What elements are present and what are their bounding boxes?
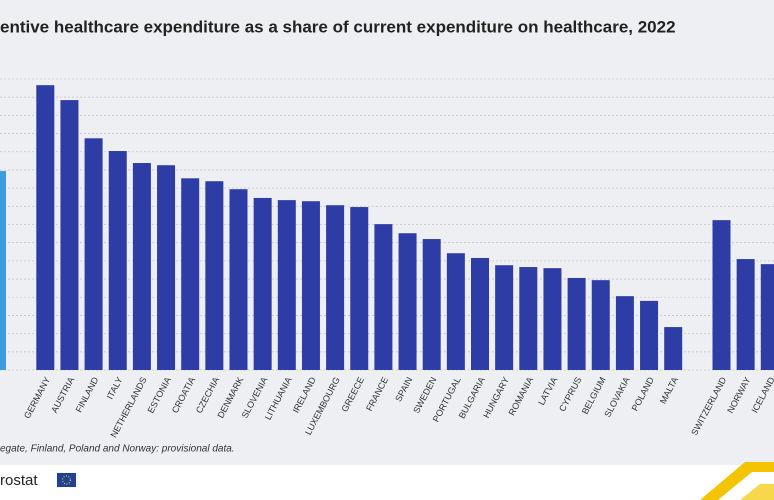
bar	[157, 165, 176, 370]
bar	[615, 296, 634, 370]
bar	[0, 171, 6, 370]
footnote: egate, Finland, Poland and Norway: provi…	[0, 444, 235, 455]
chart-title: entive healthcare expenditure as a share…	[0, 17, 676, 36]
bar	[60, 100, 79, 370]
bar	[422, 239, 441, 370]
bar	[471, 257, 489, 370]
bar	[301, 201, 320, 370]
bar	[326, 205, 345, 370]
bar	[519, 267, 538, 370]
bar	[181, 178, 200, 370]
bar	[736, 259, 755, 370]
logo-text: rostat	[0, 472, 38, 489]
bar	[108, 151, 127, 370]
bar	[712, 220, 731, 370]
bar	[664, 327, 683, 370]
bar	[398, 233, 417, 370]
bar	[84, 138, 103, 370]
bar	[36, 85, 55, 370]
bar	[374, 224, 393, 370]
bar	[277, 200, 296, 370]
footer-background	[0, 465, 774, 500]
bar	[446, 253, 465, 370]
bar	[253, 197, 272, 370]
bar	[495, 265, 514, 370]
bar	[591, 280, 610, 370]
bar	[543, 268, 562, 370]
bar	[640, 300, 659, 370]
bar	[205, 181, 224, 370]
bar	[229, 189, 248, 370]
bar	[567, 277, 586, 370]
bar	[132, 163, 151, 370]
decoration	[700, 462, 774, 500]
eu-flag	[57, 473, 76, 487]
decoration	[740, 484, 774, 500]
bar	[350, 207, 369, 370]
bar	[760, 264, 774, 370]
eu-stars	[61, 475, 72, 485]
